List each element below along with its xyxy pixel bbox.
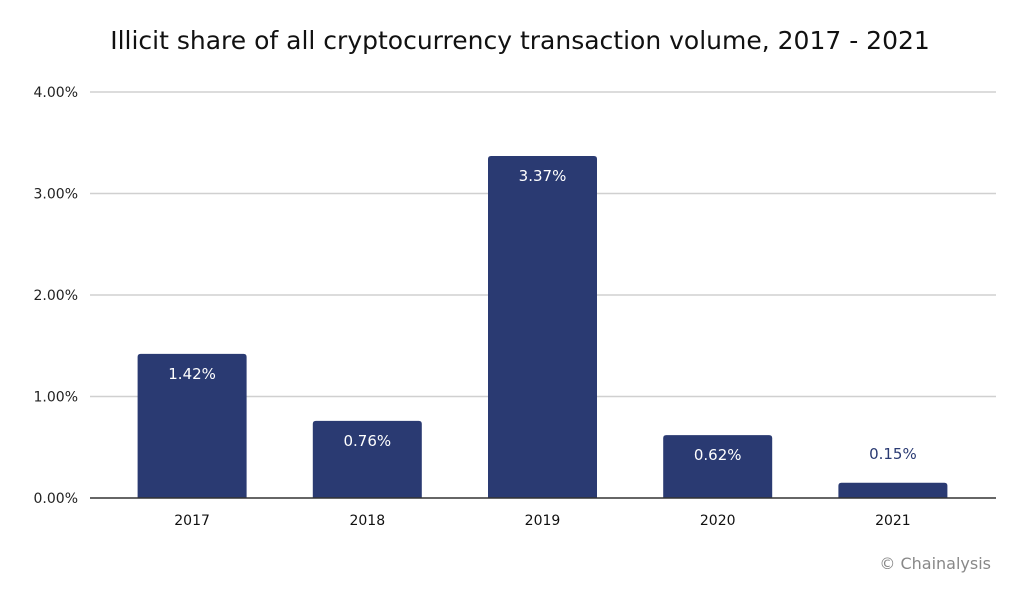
y-tick-label: 1.00%: [34, 390, 78, 406]
data-label: 1.42%: [168, 365, 216, 383]
y-tick-label: 4.00%: [34, 85, 78, 101]
x-tick-label: 2019: [525, 513, 561, 529]
data-label: 0.62%: [694, 446, 742, 464]
x-tick-label: 2017: [174, 513, 210, 529]
bar: [663, 435, 773, 498]
x-tick-label: 2020: [700, 513, 736, 529]
chart-title: Illicit share of all cryptocurrency tran…: [110, 26, 930, 55]
y-tick-label: 3.00%: [34, 187, 78, 203]
y-tick-label: 2.00%: [34, 288, 78, 304]
x-tick-label: 2021: [875, 513, 911, 529]
bar: [312, 420, 422, 498]
x-tick-label: 2018: [349, 513, 385, 529]
y-tick-label: 0.00%: [34, 491, 78, 507]
source-credit: © Chainalysis: [879, 554, 991, 573]
data-label: 0.76%: [343, 432, 391, 450]
data-label: 0.15%: [869, 445, 917, 463]
data-label: 3.37%: [519, 167, 567, 185]
bar: [488, 155, 597, 498]
bar: [137, 353, 247, 498]
bar: [838, 482, 948, 498]
